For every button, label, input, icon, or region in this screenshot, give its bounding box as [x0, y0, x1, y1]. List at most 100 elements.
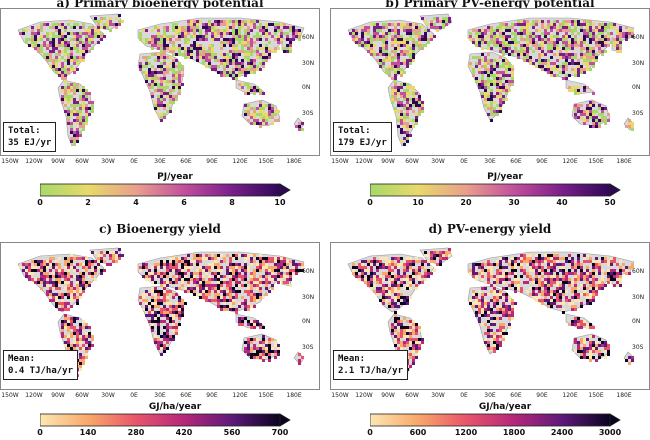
- grid-cell: [400, 281, 403, 284]
- grid-cell: [79, 281, 82, 284]
- grid-cell: [589, 275, 592, 278]
- grid-cell: [214, 35, 217, 38]
- grid-cell: [412, 47, 415, 50]
- grid-cell: [520, 263, 523, 266]
- grid-cell: [184, 290, 187, 293]
- grid-cell: [487, 269, 490, 272]
- grid-cell: [448, 254, 451, 257]
- grid-cell: [67, 272, 70, 275]
- grid-cell: [487, 305, 490, 308]
- grid-cell: [571, 320, 574, 323]
- grid-cell: [178, 272, 181, 275]
- colorbar-tick-label: 3000: [598, 428, 622, 437]
- longitude-label: 120W: [355, 158, 373, 165]
- grid-cell: [409, 326, 412, 329]
- grid-cell: [538, 281, 541, 284]
- grid-cell: [205, 272, 208, 275]
- grid-cell: [502, 308, 505, 311]
- grid-cell: [505, 38, 508, 41]
- grid-cell: [391, 326, 394, 329]
- grid-cell: [274, 119, 277, 122]
- grid-cell: [70, 323, 73, 326]
- grid-cell: [541, 293, 544, 296]
- grid-cell: [580, 356, 583, 359]
- grid-cell: [616, 50, 619, 53]
- grid-cell: [475, 311, 478, 314]
- grid-cell: [406, 113, 409, 116]
- grid-cell: [493, 95, 496, 98]
- grid-cell: [388, 65, 391, 68]
- grid-cell: [592, 35, 595, 38]
- grid-cell: [58, 308, 61, 311]
- grid-cell: [496, 311, 499, 314]
- grid-cell: [601, 275, 604, 278]
- grid-cell: [91, 47, 94, 50]
- grid-cell: [499, 110, 502, 113]
- grid-cell: [592, 269, 595, 272]
- grid-cell: [577, 260, 580, 263]
- grid-cell: [250, 263, 253, 266]
- grid-cell: [67, 110, 70, 113]
- grid-cell: [409, 332, 412, 335]
- grid-cell: [583, 110, 586, 113]
- grid-cell: [532, 35, 535, 38]
- grid-cell: [139, 35, 142, 38]
- grid-cell: [25, 269, 28, 272]
- grid-cell: [265, 257, 268, 260]
- grid-cell: [64, 104, 67, 107]
- grid-cell: [415, 332, 418, 335]
- grid-cell: [409, 266, 412, 269]
- grid-cell: [244, 23, 247, 26]
- grid-cell: [547, 62, 550, 65]
- grid-cell: [562, 284, 565, 287]
- grid-cell: [91, 104, 94, 107]
- grid-cell: [250, 41, 253, 44]
- grid-cell: [586, 59, 589, 62]
- grid-cell: [205, 281, 208, 284]
- grid-cell: [406, 320, 409, 323]
- grid-cell: [244, 68, 247, 71]
- grid-cell: [244, 266, 247, 269]
- grid-cell: [607, 113, 610, 116]
- grid-cell: [232, 77, 235, 80]
- grid-cell: [409, 38, 412, 41]
- grid-cell: [166, 293, 169, 296]
- grid-cell: [142, 299, 145, 302]
- grid-cell: [367, 29, 370, 32]
- grid-cell: [511, 83, 514, 86]
- grid-cell: [589, 272, 592, 275]
- grid-cell: [364, 278, 367, 281]
- grid-cell: [541, 38, 544, 41]
- grid-cell: [73, 38, 76, 41]
- grid-cell: [175, 95, 178, 98]
- grid-cell: [535, 23, 538, 26]
- grid-cell: [154, 317, 157, 320]
- grid-cell: [403, 41, 406, 44]
- grid-cell: [532, 38, 535, 41]
- grid-cell: [565, 38, 568, 41]
- grid-cell: [145, 29, 148, 32]
- grid-cell: [382, 47, 385, 50]
- grid-cell: [571, 23, 574, 26]
- grid-cell: [277, 350, 280, 353]
- grid-cell: [61, 329, 64, 332]
- grid-cell: [166, 302, 169, 305]
- grid-cell: [262, 32, 265, 35]
- grid-cell: [511, 281, 514, 284]
- grid-cell: [238, 35, 241, 38]
- grid-cell: [70, 326, 73, 329]
- grid-cell: [418, 272, 421, 275]
- grid-cell: [574, 281, 577, 284]
- grid-cell: [265, 344, 268, 347]
- grid-cell: [247, 257, 250, 260]
- grid-cell: [223, 257, 226, 260]
- grid-cell: [82, 320, 85, 323]
- grid-cell: [550, 257, 553, 260]
- longitude-label: 120E: [232, 392, 248, 399]
- grid-cell: [160, 62, 163, 65]
- grid-cell: [562, 71, 565, 74]
- grid-cell: [163, 113, 166, 116]
- panel-d: d) PV-energy yield Mean: 2.1 TJ/ha/yr 15…: [330, 222, 650, 437]
- grid-cell: [247, 323, 250, 326]
- grid-cell: [190, 26, 193, 29]
